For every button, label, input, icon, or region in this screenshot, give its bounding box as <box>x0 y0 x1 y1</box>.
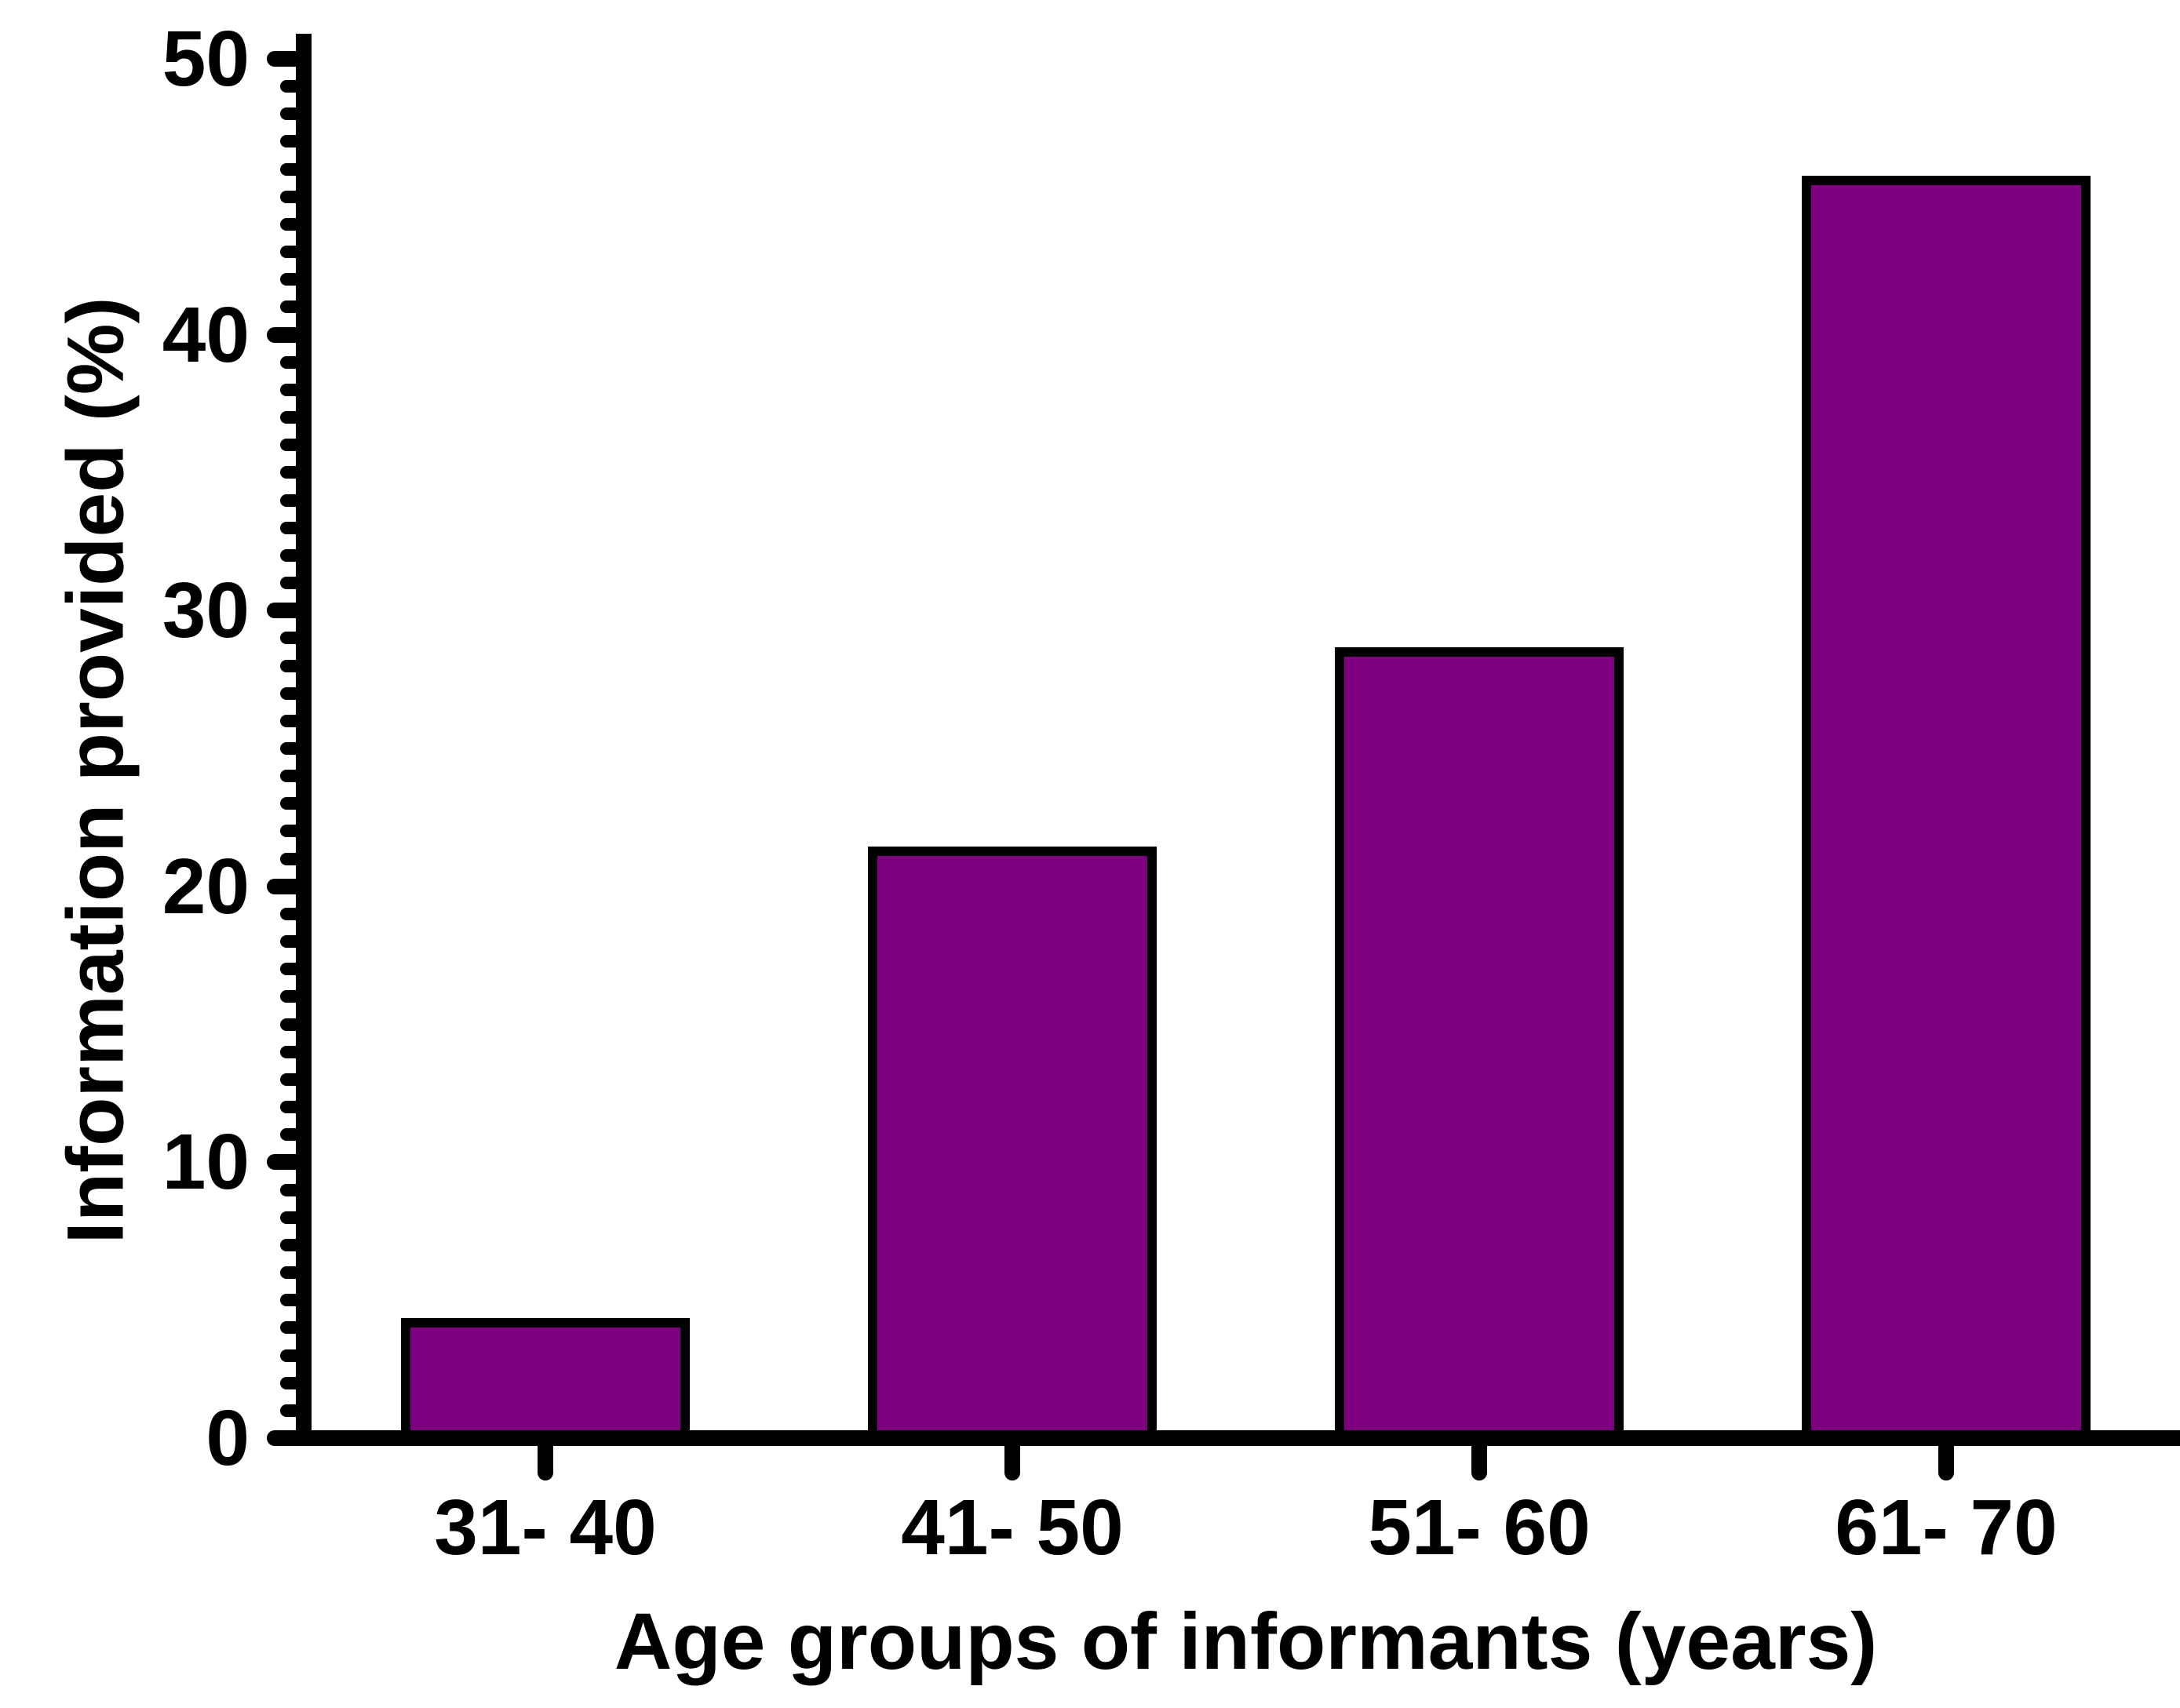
y-axis-title: Information provided (%) <box>50 297 140 1244</box>
x-tick-31-40 <box>538 1437 553 1480</box>
x-axis-title: Age groups of informants (years) <box>614 1597 1878 1686</box>
x-tick-61-70 <box>1938 1437 1954 1480</box>
y-tick-label-50: 50 <box>162 15 250 103</box>
x-tick-41-50 <box>1004 1437 1020 1480</box>
x-tick-label-61-70: 61- 70 <box>1835 1484 2058 1571</box>
y-axis-line <box>296 34 312 1446</box>
bar-41-50 <box>868 847 1157 1446</box>
x-tick-label-51-60: 51- 60 <box>1368 1484 1591 1571</box>
y-tick-label-20: 20 <box>162 842 250 930</box>
y-tick-label-40: 40 <box>162 290 250 379</box>
x-axis-line <box>296 1430 2180 1446</box>
y-tick-label-30: 30 <box>162 566 250 655</box>
x-tick-51-60 <box>1471 1437 1487 1480</box>
bar-31-40 <box>401 1318 690 1446</box>
x-tick-label-41-50: 41- 50 <box>901 1484 1124 1571</box>
bar-51-60 <box>1335 647 1624 1446</box>
y-tick-label-0: 0 <box>206 1394 250 1482</box>
y-tick-label-10: 10 <box>162 1118 250 1207</box>
bar-61-70 <box>1802 176 2091 1446</box>
x-tick-label-31-40: 31- 40 <box>434 1484 657 1571</box>
